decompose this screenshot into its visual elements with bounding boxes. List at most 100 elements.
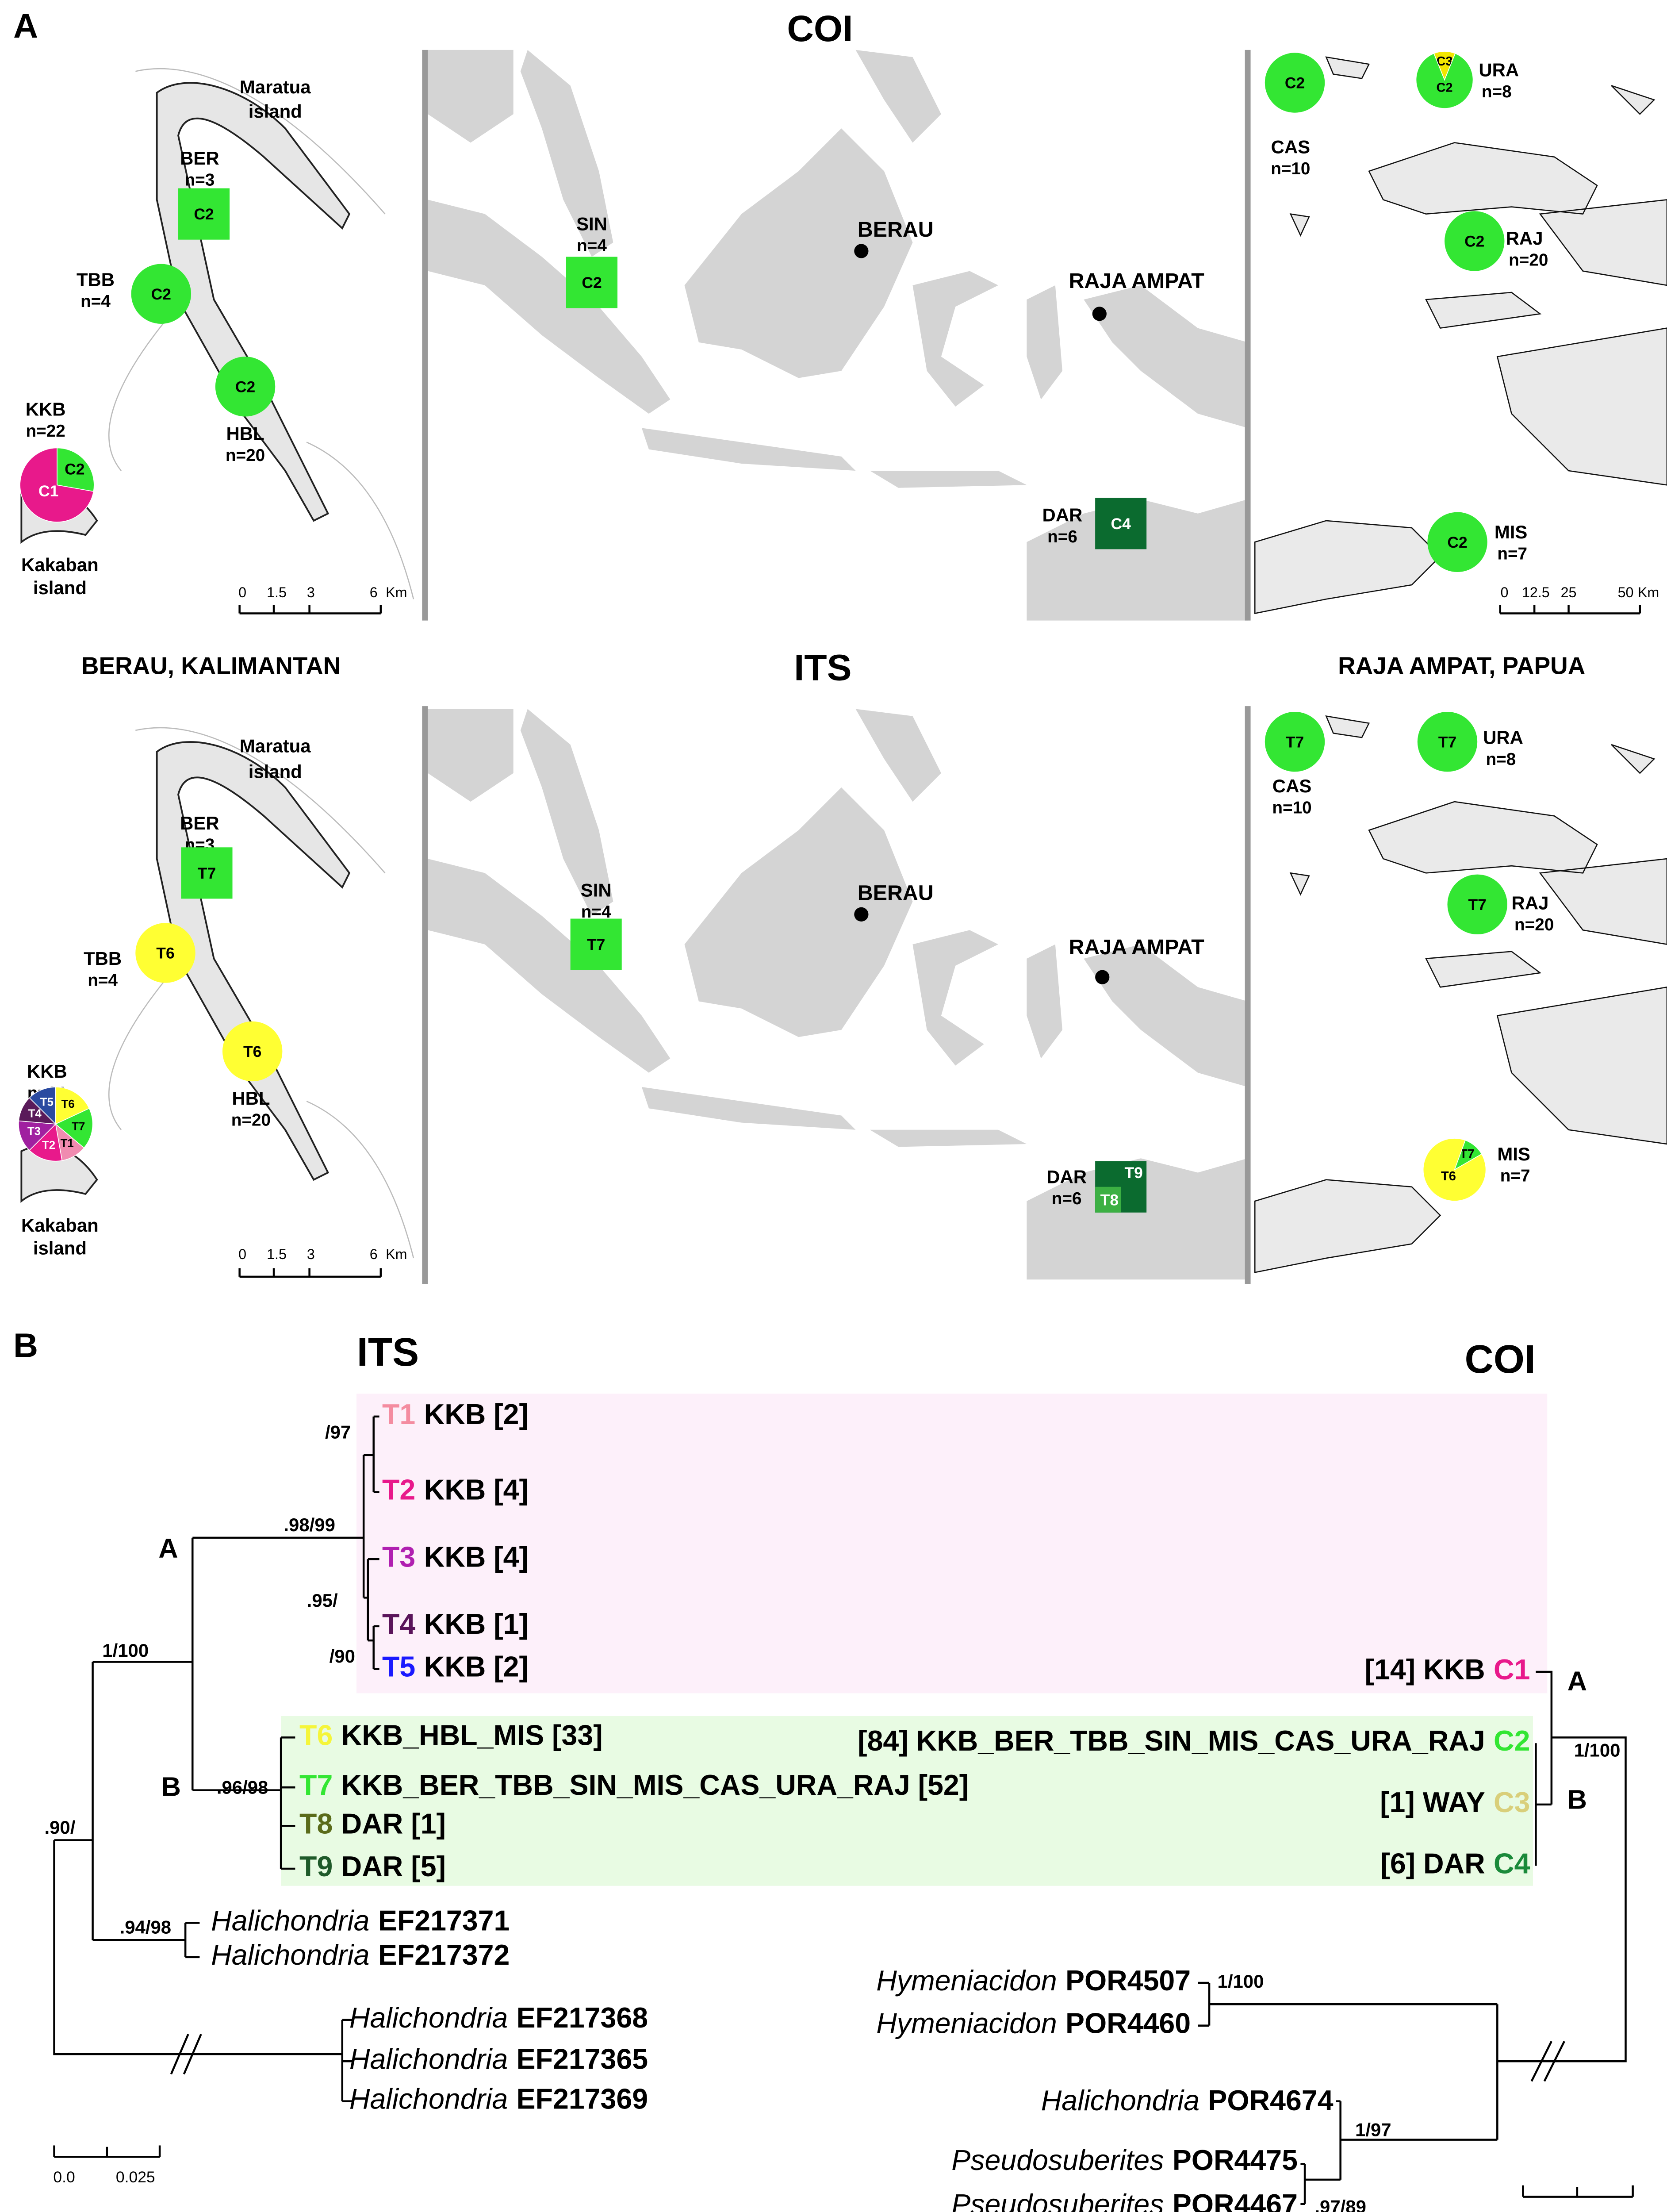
site-marker xyxy=(1417,711,1478,772)
site-name: MIS xyxy=(1495,522,1528,542)
tip-part: C2 xyxy=(1494,1725,1530,1757)
scale-label: 25 xyxy=(1561,584,1577,600)
region-label: BERAU, KALIMANTAN xyxy=(81,652,341,680)
scale-label: 3 xyxy=(307,584,315,600)
tip-part: KKB [1] xyxy=(424,1608,529,1640)
pie-slice xyxy=(55,1087,90,1125)
clade-a-box xyxy=(356,1394,1548,1694)
tip-part: Halichondria xyxy=(1041,2085,1199,2116)
pie-slice xyxy=(1415,53,1474,109)
island-label: Kakaban xyxy=(21,554,99,575)
pie-slice xyxy=(18,1120,57,1151)
support-value: 1/97 xyxy=(1355,2119,1391,2140)
tip-part: EF217368 xyxy=(517,2002,648,2034)
tip-part: T8 xyxy=(299,1808,333,1839)
pie-slice xyxy=(55,1108,93,1148)
tip-label: T3 KKB [4] xyxy=(382,1541,529,1573)
tip-label: T8 DAR [1] xyxy=(299,1808,446,1839)
site-name: RAJ xyxy=(1512,892,1549,913)
site-name: KKB xyxy=(26,399,66,420)
site-marker xyxy=(181,847,233,899)
locality-label: BERAU xyxy=(858,218,934,242)
tip-part: KKB_BER_TBB_SIN_MIS_CAS_URA_RAJ [52] xyxy=(341,1769,969,1801)
tip-part: [6] DAR xyxy=(1380,1848,1485,1880)
support-value: .97/89 xyxy=(1314,2196,1366,2212)
island-label: Maratua xyxy=(240,77,311,97)
tip-part: C1 xyxy=(1494,1654,1530,1686)
haplotype-label: C1 xyxy=(38,482,58,500)
site-name: DAR xyxy=(1042,504,1083,525)
pie-slice xyxy=(29,1087,56,1125)
tip-part: DAR [5] xyxy=(341,1851,446,1882)
haplotype-label: T7 xyxy=(1438,733,1456,751)
tip-part: Halichondria xyxy=(211,1905,369,1937)
island-label: island xyxy=(33,1238,87,1259)
pie-slice xyxy=(57,447,95,492)
scale-label: 1.5 xyxy=(267,584,287,600)
site-marker xyxy=(1265,711,1325,772)
tip-label: Halichondria EF217372 xyxy=(211,1939,510,1971)
site-n: n=7 xyxy=(1497,545,1527,564)
tip-part: Pseudosuberites xyxy=(951,2189,1164,2212)
tip-label: T7 KKB_BER_TBB_SIN_MIS_CAS_URA_RAJ [52] xyxy=(299,1769,969,1801)
pie-slice xyxy=(1422,1138,1487,1202)
haplotype-label: T7 xyxy=(198,864,216,882)
tip-part: EF217369 xyxy=(517,2083,648,2115)
tip-label: T5 KKB [2] xyxy=(382,1651,529,1683)
scale-label: 3 xyxy=(307,1246,315,1262)
locality-label: RAJA AMPAT xyxy=(1069,935,1205,959)
tip-part: C3 xyxy=(1494,1786,1530,1818)
tip-part: KKB [4] xyxy=(424,1541,529,1573)
support-value: /97 xyxy=(325,1422,351,1443)
site-name: HBL xyxy=(232,1088,270,1109)
haplotype-label: C2 xyxy=(194,205,214,223)
scale-label: 0.025 xyxy=(1592,2211,1631,2212)
tip-part: T9 xyxy=(299,1851,333,1882)
site-n: n=10 xyxy=(1271,159,1310,178)
support-value: 1/100 xyxy=(102,1640,149,1661)
map-scale-bars xyxy=(238,605,1641,1278)
site-name: SIN xyxy=(576,214,607,234)
its-break xyxy=(170,2034,202,2075)
tip-part: T7 xyxy=(299,1769,333,1801)
site-name: BER xyxy=(180,148,219,169)
site-marker xyxy=(131,264,192,324)
haplotype-label: T9 xyxy=(1124,1164,1142,1182)
tip-label: Pseudosuberites POR4475 xyxy=(951,2144,1298,2176)
scale-unit: Km xyxy=(1638,584,1659,600)
site-n: n=20 xyxy=(1509,250,1548,269)
map-title: COI xyxy=(787,8,853,49)
support-value: 1/100 xyxy=(1574,1740,1621,1761)
scale-unit: Km xyxy=(386,584,407,600)
site-marker xyxy=(135,923,195,983)
site-marker xyxy=(1095,1187,1121,1213)
tip-label: Halichondria EF217365 xyxy=(349,2043,648,2075)
tip-part: Pseudosuberites xyxy=(951,2144,1164,2176)
clade-label: B xyxy=(1567,1785,1587,1815)
tip-label: T6 KKB_HBL_MIS [33] xyxy=(299,1719,603,1751)
haplotype-label: T4 xyxy=(28,1108,42,1120)
haplotype-label: T7 xyxy=(1286,733,1304,751)
tip-label: [6] DAR C4 xyxy=(1380,1848,1530,1880)
scale-label: 6 xyxy=(370,1246,378,1262)
haplotype-label: T7 xyxy=(72,1120,85,1133)
its-tree xyxy=(53,1415,379,2102)
site-n: n=4 xyxy=(581,902,611,922)
site-n: n=4 xyxy=(577,236,607,255)
tip-part: Halichondria xyxy=(211,1939,369,1971)
support-value: 1/100 xyxy=(1218,1971,1264,1992)
support-value: .96/98 xyxy=(217,1777,268,1798)
site-n: n=4 xyxy=(80,292,111,311)
clade-label: B xyxy=(161,1772,181,1802)
haplotype-label: C2 xyxy=(1285,74,1305,92)
panel-dividers xyxy=(422,50,1251,1284)
tip-part: T6 xyxy=(299,1719,333,1751)
scale-label: 0.0 xyxy=(1522,2211,1544,2212)
tip-label: [14] KKB C1 xyxy=(1364,1654,1530,1686)
tip-part: T2 xyxy=(382,1474,415,1506)
tip-label: Halichondria EF217368 xyxy=(349,2002,648,2034)
tip-part: [84] KKB_BER_TBB_SIN_MIS_CAS_URA_RAJ xyxy=(858,1725,1485,1757)
scale-label: 1.5 xyxy=(267,1246,287,1262)
haplotype-label: T2 xyxy=(42,1139,55,1152)
